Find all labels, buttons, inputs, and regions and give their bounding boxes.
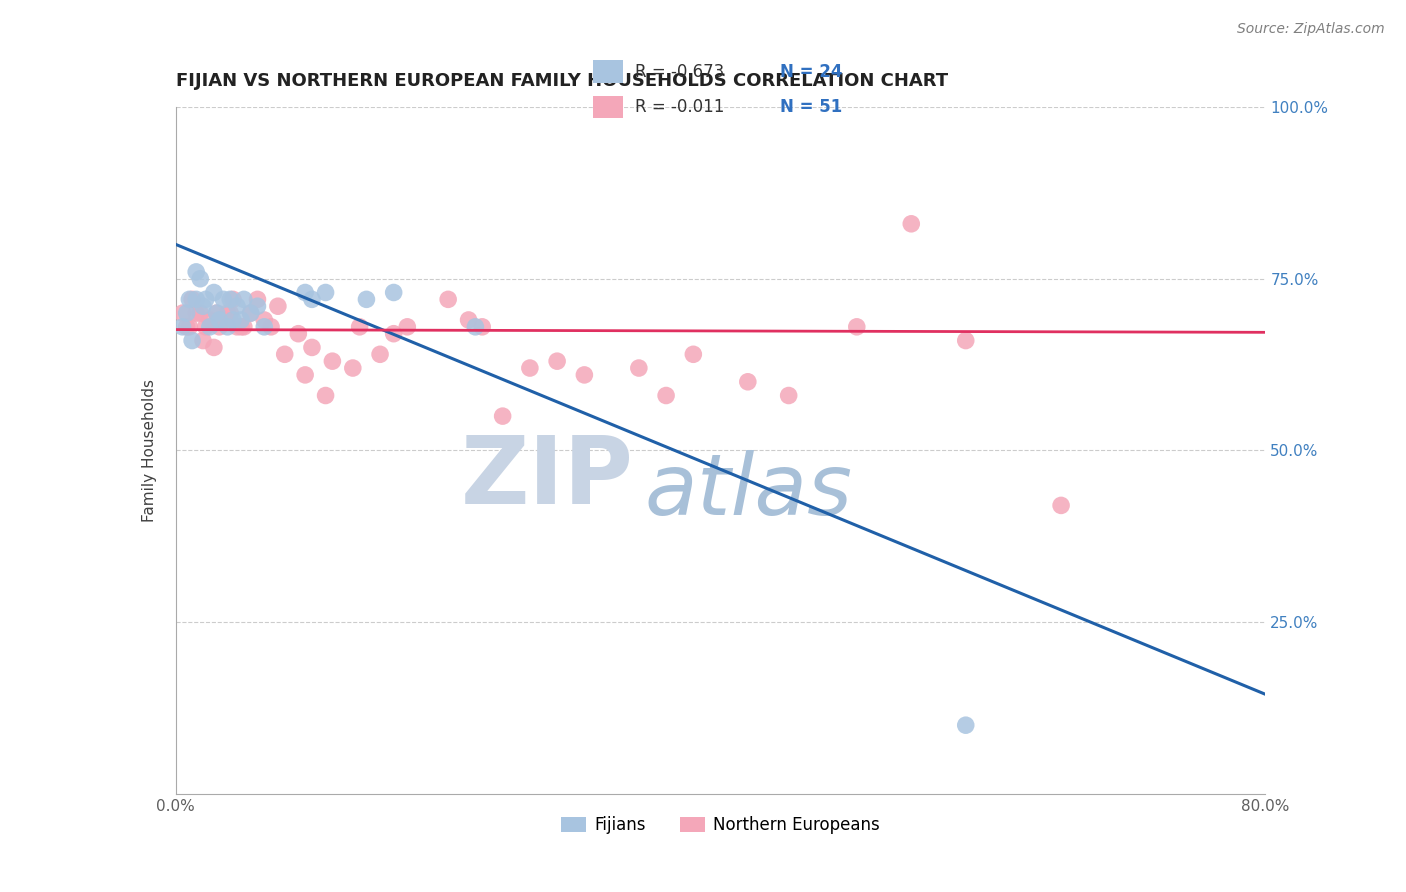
Point bbox=[246, 299, 269, 313]
Point bbox=[172, 319, 194, 334]
Point bbox=[226, 299, 249, 313]
Y-axis label: Family Households: Family Households bbox=[142, 379, 157, 522]
Point bbox=[191, 334, 214, 348]
Point bbox=[382, 285, 405, 300]
Point bbox=[492, 409, 515, 423]
Point bbox=[519, 361, 541, 376]
Point bbox=[737, 375, 759, 389]
Point bbox=[208, 319, 231, 334]
Point bbox=[217, 306, 239, 320]
Point bbox=[267, 299, 290, 313]
Point bbox=[188, 306, 211, 320]
Point bbox=[574, 368, 596, 382]
Point bbox=[186, 293, 208, 307]
Point bbox=[356, 293, 378, 307]
Point bbox=[682, 347, 704, 361]
Point bbox=[179, 319, 201, 334]
Point bbox=[464, 319, 486, 334]
Point bbox=[396, 319, 419, 334]
Point bbox=[294, 285, 316, 300]
Text: R = -0.011: R = -0.011 bbox=[636, 98, 724, 116]
Point bbox=[253, 313, 276, 327]
Point bbox=[253, 319, 276, 334]
Point bbox=[212, 293, 235, 307]
Point bbox=[437, 293, 460, 307]
Point bbox=[226, 319, 249, 334]
Point bbox=[222, 293, 245, 307]
Bar bbox=[592, 61, 623, 83]
Point bbox=[287, 326, 309, 341]
Point bbox=[315, 388, 337, 402]
Point bbox=[301, 340, 323, 354]
Point bbox=[217, 319, 239, 334]
Legend: Fijians, Northern Europeans: Fijians, Northern Europeans bbox=[555, 809, 886, 840]
Point bbox=[1050, 499, 1073, 513]
Point bbox=[301, 293, 323, 307]
Point bbox=[176, 306, 198, 320]
Point bbox=[194, 293, 217, 307]
Point bbox=[202, 340, 225, 354]
Text: Source: ZipAtlas.com: Source: ZipAtlas.com bbox=[1237, 22, 1385, 37]
Point bbox=[231, 319, 253, 334]
Point bbox=[368, 347, 391, 361]
Text: ZIP: ZIP bbox=[461, 432, 633, 524]
Text: R = -0.673: R = -0.673 bbox=[636, 62, 724, 80]
Text: FIJIAN VS NORTHERN EUROPEAN FAMILY HOUSEHOLDS CORRELATION CHART: FIJIAN VS NORTHERN EUROPEAN FAMILY HOUSE… bbox=[176, 72, 948, 90]
Point bbox=[246, 293, 269, 307]
Text: N = 51: N = 51 bbox=[780, 98, 842, 116]
Point bbox=[194, 319, 217, 334]
Point bbox=[212, 313, 235, 327]
Point bbox=[955, 718, 977, 732]
Point bbox=[231, 313, 253, 327]
Point bbox=[176, 319, 198, 334]
Point bbox=[188, 271, 211, 285]
Point bbox=[778, 388, 800, 402]
Text: N = 24: N = 24 bbox=[780, 62, 842, 80]
Point bbox=[955, 334, 977, 348]
Point bbox=[655, 388, 678, 402]
Point bbox=[198, 319, 221, 334]
Point bbox=[321, 354, 343, 368]
Point bbox=[627, 361, 650, 376]
Point bbox=[208, 313, 231, 327]
Point bbox=[219, 293, 242, 307]
Point bbox=[342, 361, 364, 376]
Point bbox=[186, 306, 208, 320]
Point bbox=[845, 319, 868, 334]
Point bbox=[900, 217, 922, 231]
Point bbox=[457, 313, 479, 327]
Point bbox=[239, 306, 262, 320]
Point bbox=[260, 319, 283, 334]
Point bbox=[349, 319, 371, 334]
Point bbox=[205, 306, 228, 320]
Point bbox=[232, 293, 254, 307]
Point bbox=[274, 347, 297, 361]
Point bbox=[294, 368, 316, 382]
Point bbox=[172, 306, 194, 320]
Point bbox=[191, 299, 214, 313]
Point bbox=[186, 265, 208, 279]
Point bbox=[471, 319, 494, 334]
Text: atlas: atlas bbox=[644, 450, 852, 533]
Point bbox=[179, 293, 201, 307]
Point bbox=[181, 334, 204, 348]
Point bbox=[202, 285, 225, 300]
Point bbox=[315, 285, 337, 300]
Point bbox=[222, 313, 245, 327]
Point bbox=[181, 293, 204, 307]
Point bbox=[205, 306, 228, 320]
Bar bbox=[592, 95, 623, 118]
Point bbox=[219, 306, 242, 320]
Point bbox=[198, 313, 221, 327]
Point bbox=[232, 319, 254, 334]
Point bbox=[382, 326, 405, 341]
Point bbox=[239, 306, 262, 320]
Point bbox=[546, 354, 568, 368]
